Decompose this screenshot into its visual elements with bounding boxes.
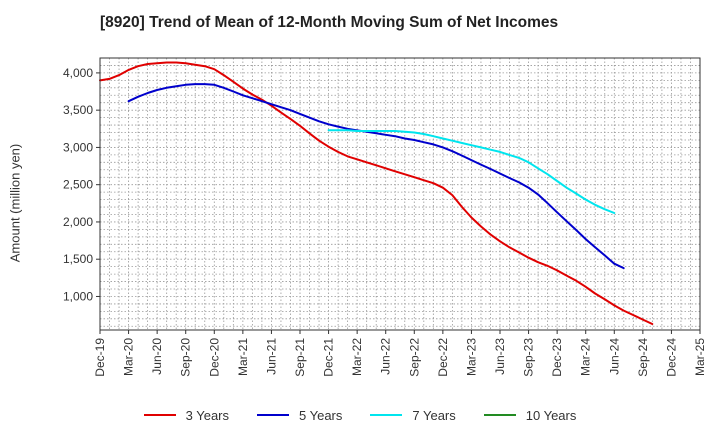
x-tick-label: Sep-21 — [293, 338, 307, 377]
y-tick-label: 3,000 — [63, 140, 93, 154]
legend-entry-5-years: 5 Years — [257, 404, 342, 426]
x-tick-labels: Dec-19 Mar-20 Jun-20 Sep-20 Dec-20 Mar-21 Jun-… — [93, 330, 707, 377]
legend-swatch — [370, 414, 403, 416]
legend-entry-10-years: 10 Years — [483, 404, 577, 426]
plot-frame — [99, 57, 701, 331]
x-tick-label: Dec-22 — [436, 338, 450, 377]
x-tick-label: Dec-19 — [93, 338, 107, 377]
y-tick-label: 3,500 — [63, 103, 93, 117]
y-tick-label: 1,000 — [63, 289, 93, 303]
x-tick-label: Mar-25 — [693, 338, 707, 376]
x-tick-label: Mar-24 — [579, 338, 593, 376]
x-tick-label: Dec-24 — [664, 338, 678, 377]
y-tick-label: 2,500 — [63, 178, 93, 192]
x-tick-label: Jun-22 — [379, 338, 393, 375]
x-tick-label: Sep-20 — [179, 338, 193, 377]
x-tick-label: Dec-20 — [207, 338, 221, 377]
x-tick-label: Mar-23 — [464, 338, 478, 376]
x-tick-label: Sep-24 — [636, 338, 650, 377]
legend-swatch — [483, 414, 516, 416]
x-tick-label: Jun-23 — [493, 338, 507, 375]
y-tick-label: 2,000 — [63, 215, 93, 229]
x-tick-label: Jun-21 — [264, 338, 278, 375]
legend-label: 7 Years — [412, 407, 456, 423]
x-tick-label: Sep-22 — [407, 338, 421, 377]
series-line-5-years — [127, 83, 625, 270]
x-tick-label: Sep-23 — [522, 338, 536, 377]
legend-swatch — [143, 414, 176, 416]
x-tick-label: Jun-20 — [150, 338, 164, 375]
legend-label: 3 Years — [185, 407, 229, 423]
y-tick-label: 4,000 — [63, 66, 93, 80]
y-tick-label: 1,500 — [63, 252, 93, 266]
x-tick-label: Dec-23 — [550, 338, 564, 377]
y-tick-labels: 1,000 1,500 2,000 2,500 3,000 3,500 4,000 — [63, 66, 100, 303]
series-line-3-years — [99, 61, 654, 325]
legend-entry-3-years: 3 Years — [143, 404, 229, 426]
x-tick-label: Mar-20 — [122, 338, 136, 376]
legend-entry-7-years: 7 Years — [370, 404, 456, 426]
legend-label: 10 Years — [525, 407, 577, 423]
x-tick-label: Dec-21 — [322, 338, 336, 377]
series-lines — [99, 61, 654, 325]
x-tick-label: Mar-21 — [236, 338, 250, 376]
legend: 3 Years 5 Years 7 Years 10 Years — [0, 404, 720, 426]
chart-title: [8920] Trend of Mean of 12-Month Moving … — [100, 14, 559, 31]
x-tick-label: Jun-24 — [607, 338, 621, 375]
legend-swatch — [257, 414, 289, 416]
legend-label: 5 Years — [299, 407, 343, 423]
x-tick-label: Mar-22 — [350, 338, 364, 376]
series-line-7-years — [327, 129, 616, 214]
grid-lines — [100, 58, 700, 330]
